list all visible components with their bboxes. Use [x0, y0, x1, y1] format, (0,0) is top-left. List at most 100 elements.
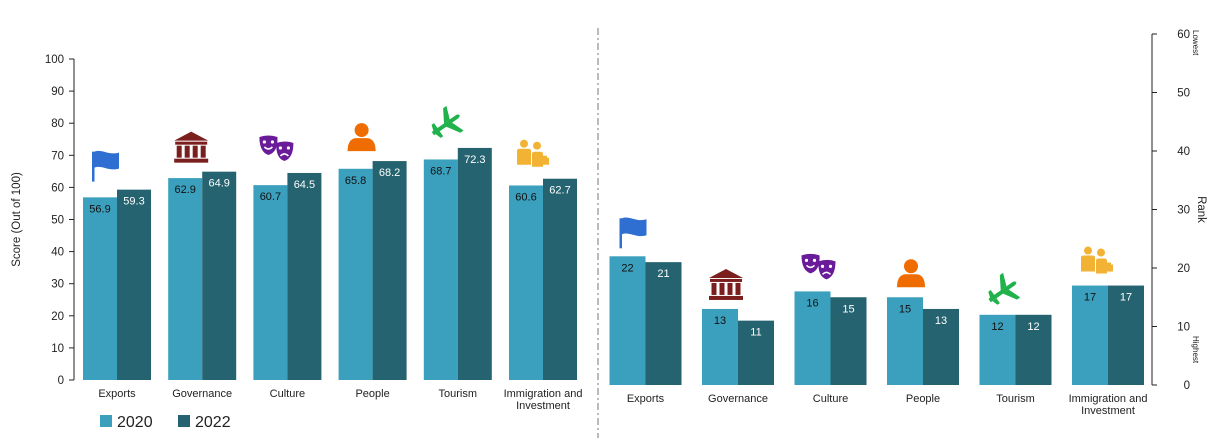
- flag-icon: [92, 150, 119, 182]
- bar-2020: [609, 256, 646, 385]
- rank-note-lowest: Lowest: [1191, 30, 1200, 56]
- data-label: 12: [1027, 321, 1039, 333]
- data-label: 62.9: [174, 184, 195, 196]
- category-label: Immigration and Investment: [1069, 393, 1148, 417]
- bar-2020: [338, 168, 373, 380]
- business-people-icon: [1081, 246, 1113, 274]
- flag-icon: [619, 217, 647, 249]
- theater-masks-icon: [801, 253, 836, 280]
- bar-2022: [202, 171, 237, 380]
- category-label: Governance: [172, 388, 232, 400]
- y-tick-label: 50: [51, 215, 64, 227]
- y-tick-label: 30: [51, 279, 64, 291]
- data-label: 62.7: [549, 185, 570, 197]
- score-chart: 0 10 20 30 40 50 60 70 80 90 100 Score (Out of 100)…: [11, 54, 582, 412]
- bar-2020: [1072, 285, 1108, 385]
- data-label: 17: [1084, 292, 1096, 304]
- bar-2022: [1015, 314, 1052, 385]
- rank-note-highest: Highest: [1191, 336, 1200, 364]
- legend-label-2022: 2022: [195, 414, 231, 431]
- data-label: 17: [1120, 292, 1132, 304]
- bar-2022: [1108, 285, 1144, 385]
- category-label: Immigration and Investment: [504, 388, 583, 412]
- bar-2022: [645, 262, 682, 385]
- data-label: 60.6: [515, 191, 536, 203]
- data-label: 16: [806, 297, 818, 309]
- bar-2020: [253, 185, 288, 380]
- data-label: 64.9: [208, 178, 229, 190]
- bar-2022: [457, 147, 492, 380]
- theater-masks-icon: [259, 135, 294, 161]
- y-tick-label: 100: [45, 54, 64, 66]
- y-axis-title: Score (Out of 100): [11, 172, 23, 267]
- y-tick-label: 20: [1177, 263, 1190, 275]
- airplane-icon: [431, 105, 464, 138]
- y-tick-label: 10: [1177, 322, 1190, 334]
- bar-2020: [168, 178, 203, 380]
- business-people-icon: [517, 139, 549, 167]
- data-label: 68.7: [430, 165, 451, 177]
- data-label: 60.7: [260, 191, 281, 203]
- y-tick-label: 30: [1177, 205, 1190, 217]
- legend-swatch-2020: [100, 415, 112, 427]
- legend: 2020 2022: [100, 414, 231, 431]
- data-label: 15: [842, 303, 854, 315]
- category-label: Culture: [270, 388, 305, 400]
- data-label: 56.9: [89, 203, 110, 215]
- person-icon: [897, 259, 925, 288]
- data-label: 15: [899, 303, 911, 315]
- data-label: 64.5: [294, 179, 315, 191]
- y-tick-label: 40: [51, 247, 64, 259]
- bar-2020: [509, 185, 543, 380]
- category-label: Exports: [627, 393, 665, 405]
- bar-2020: [887, 297, 923, 385]
- y-tick-label: 0: [1184, 380, 1190, 392]
- category-label: Culture: [813, 393, 848, 405]
- legend-swatch-2022: [178, 415, 190, 427]
- bar-2020: [979, 314, 1016, 385]
- y-tick-label: 70: [51, 150, 64, 162]
- bar-2020: [702, 308, 738, 385]
- y-tick-label: 80: [51, 118, 64, 130]
- category-label: Tourism: [439, 388, 478, 400]
- bar-2022: [543, 178, 577, 380]
- data-label: 11: [750, 327, 761, 339]
- legend-label-2020: 2020: [117, 414, 153, 431]
- category-label: Governance: [708, 393, 768, 405]
- data-label: 65.8: [345, 175, 366, 187]
- y-tick-label: 20: [51, 311, 64, 323]
- data-label: 22: [621, 262, 633, 274]
- bar-2022: [117, 189, 151, 380]
- airplane-icon: [988, 272, 1021, 305]
- bar-2022: [738, 320, 774, 385]
- category-label: Tourism: [996, 393, 1035, 405]
- y-tick-label: 0: [58, 375, 64, 387]
- data-label: 21: [657, 268, 669, 280]
- y-tick-label: 60: [1177, 29, 1190, 41]
- y-tick-label: 50: [1177, 88, 1190, 100]
- data-label: 12: [991, 321, 1003, 333]
- y-tick-label: 10: [51, 343, 64, 355]
- category-label: Exports: [98, 388, 136, 400]
- bar-2020: [794, 291, 831, 385]
- bar-2022: [372, 161, 407, 380]
- y-tick-label: 60: [51, 182, 64, 194]
- bar-2020: [83, 197, 117, 380]
- data-label: 13: [935, 315, 947, 327]
- y-tick-label: 90: [51, 86, 64, 98]
- bar-2022: [287, 172, 322, 380]
- rank-chart: 0 10 20 30 40 50 60 Rank 22 21 Exports 13 11 Governan…: [609, 29, 1207, 417]
- government-building-icon: [709, 268, 743, 300]
- category-label: People: [906, 393, 940, 405]
- data-label: 72.3: [464, 154, 485, 166]
- data-label: 68.2: [379, 167, 400, 179]
- bar-2020: [423, 159, 458, 380]
- category-label: People: [355, 388, 389, 400]
- government-building-icon: [174, 131, 209, 163]
- y-axis-title: Rank: [1195, 196, 1207, 223]
- bar-2022: [923, 308, 959, 385]
- person-icon: [347, 123, 376, 152]
- bar-2022: [830, 297, 867, 385]
- y-tick-label: 40: [1177, 146, 1190, 158]
